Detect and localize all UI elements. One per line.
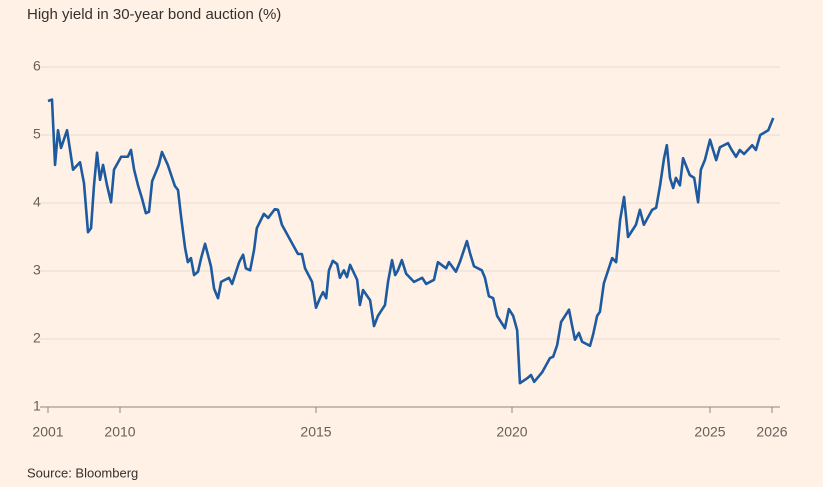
y-tick-label: 3 [33, 262, 41, 278]
x-tick-label: 2010 [104, 424, 135, 440]
y-tick-label: 4 [33, 194, 41, 210]
x-tick-label: 2001 [32, 424, 63, 440]
source: Source: Bloomberg [27, 465, 138, 480]
y-tick-label: 2 [33, 330, 41, 346]
y-tick-label: 5 [33, 126, 41, 142]
data-line [47, 98, 775, 385]
x-tick-label: 2020 [496, 424, 527, 440]
y-tick-label: 6 [33, 58, 41, 74]
x-tick-label: 2026 [756, 424, 787, 440]
chart-title: High yield in 30-year bond auction (%) [27, 6, 281, 23]
x-tick-label: 2015 [300, 424, 331, 440]
y-tick-label: 1 [33, 398, 41, 414]
x-tick-label: 2025 [694, 424, 725, 440]
